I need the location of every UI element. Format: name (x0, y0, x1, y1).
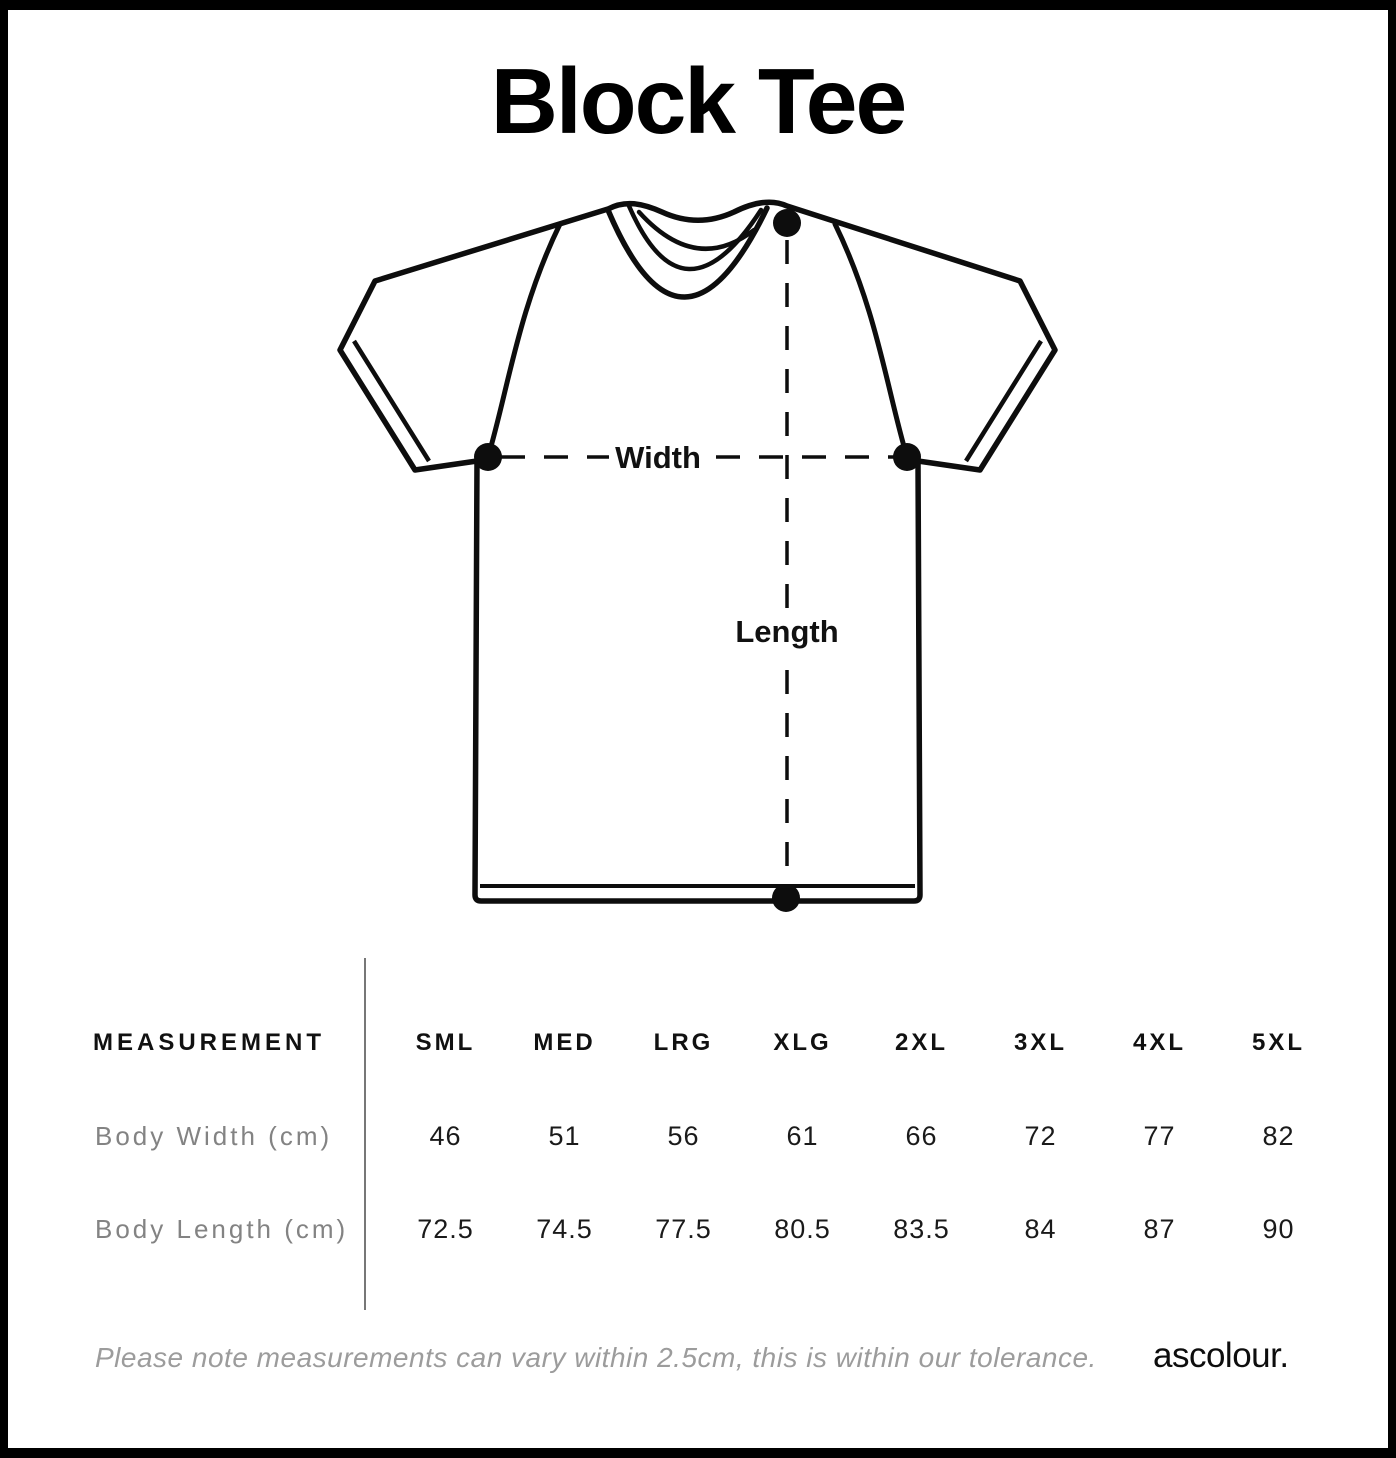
table-divider (364, 958, 366, 1310)
size-header-cell: LRG (653, 1029, 714, 1056)
tshirt-diagram: Width Length (337, 199, 1058, 912)
size-header-cell: SML (415, 1029, 476, 1056)
body-width-value-cell: 82 (1262, 1121, 1295, 1151)
body-width-value-cell: 72 (1024, 1121, 1057, 1151)
body-length-value-cell: 84 (1024, 1214, 1057, 1244)
body-length-value-cell: 80.5 (774, 1214, 831, 1244)
body-length-value-cell: 90 (1262, 1214, 1295, 1244)
body-width-value-cell: 46 (429, 1121, 462, 1151)
width-label-backplate (609, 436, 707, 478)
size-header-cell: 4XL (1132, 1029, 1186, 1056)
size-header-cell: 3XL (1013, 1029, 1067, 1056)
length-label-backplate (728, 610, 846, 654)
body-length-value-cell: 83.5 (893, 1214, 950, 1244)
body-width-value-cell: 56 (667, 1121, 700, 1151)
body-width-value-cell: 66 (905, 1121, 938, 1151)
length-dimension-label: Length (735, 614, 838, 649)
body-width-value-cell: 61 (786, 1121, 819, 1151)
brand-logo: ascolour. (1153, 1336, 1289, 1375)
collar-outer-arc (605, 205, 770, 300)
size-header-cell: 5XL (1251, 1029, 1305, 1056)
measure-point-shoulder (773, 209, 801, 237)
collar-inner-arc (636, 209, 757, 251)
body-width-value-cell: 51 (548, 1121, 581, 1151)
measure-point-left-armpit (474, 443, 502, 471)
size-header-cell: MED (533, 1029, 596, 1056)
size-header-row: SML MED LRG XLG 2XL 3XL 4XL 5XL (386, 1030, 1338, 1056)
body-length-value-cell: 87 (1143, 1214, 1176, 1244)
tolerance-note: Please note measurements can vary within… (95, 1342, 1097, 1373)
measure-point-hem (772, 884, 800, 912)
right-armhole-seam (832, 221, 910, 460)
row-label-body-length: Body Length (cm) (95, 1214, 349, 1244)
body-length-value-cell: 72.5 (417, 1214, 474, 1244)
body-length-value-cell: 74.5 (536, 1214, 593, 1244)
body-width-value-cell: 77 (1143, 1121, 1176, 1151)
page-title: Block Tee (490, 49, 907, 153)
right-cuff-line (964, 339, 1043, 463)
measurement-header: MEASUREMENT (93, 1029, 326, 1056)
left-cuff-line (352, 339, 431, 463)
size-header-cell: XLG (773, 1029, 832, 1056)
left-armhole-seam (485, 221, 563, 460)
body-length-value-cell: 77.5 (655, 1214, 712, 1244)
body-width-values-row: 46 51 56 61 66 72 77 82 (386, 1122, 1338, 1150)
body-length-values-row: 72.5 74.5 77.5 80.5 83.5 84 87 90 (386, 1215, 1338, 1243)
tshirt-outline (337, 199, 1058, 904)
size-header-cell: 2XL (894, 1029, 948, 1056)
width-dimension-label: Width (615, 440, 701, 475)
measure-point-right-armpit (893, 443, 921, 471)
row-label-body-width: Body Width (cm) (95, 1121, 333, 1151)
